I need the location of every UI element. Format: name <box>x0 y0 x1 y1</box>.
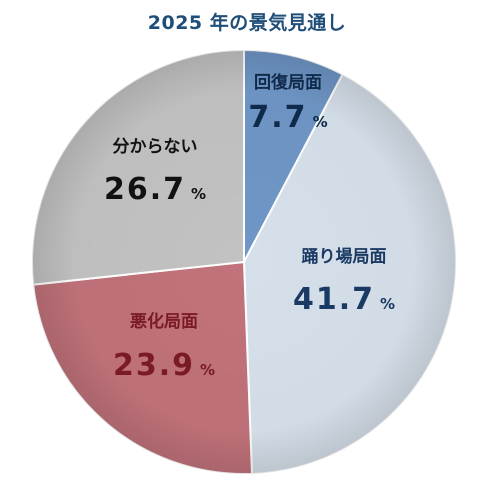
slice-label: 分からない <box>113 137 198 157</box>
chart-title: 2025 年の景気見通し <box>147 12 347 34</box>
slice-label: 悪化局面 <box>130 311 198 332</box>
slice-label: 回復局面 <box>254 72 322 93</box>
slice-label: 踊り場局面 <box>302 247 387 267</box>
slice-value-label: 7.7% <box>248 100 327 135</box>
slice-value-label: 26.7% <box>104 172 206 207</box>
slice-value-label: 23.9% <box>113 348 215 383</box>
slice-value-label: 41.7% <box>293 282 395 317</box>
pie-shading <box>32 50 456 474</box>
